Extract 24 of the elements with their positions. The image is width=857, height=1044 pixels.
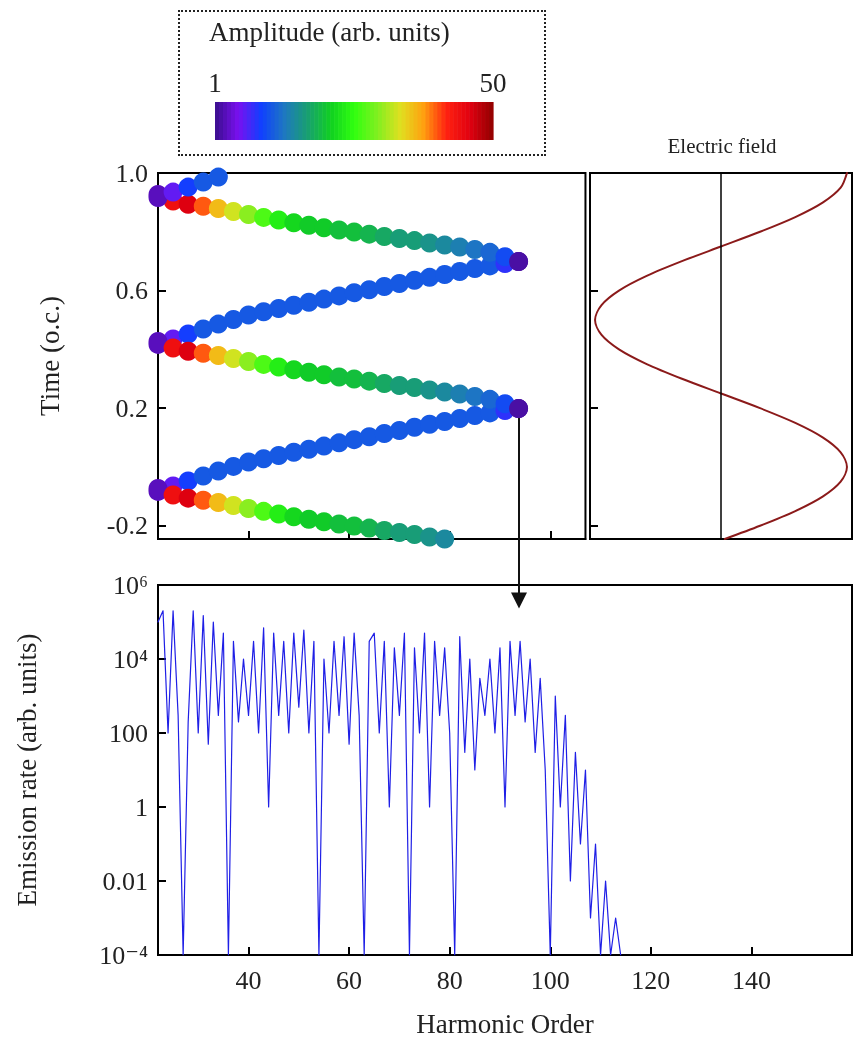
y-tick-label: 10⁴ xyxy=(112,644,148,674)
x-tick-label: 140 xyxy=(731,965,771,995)
y-tick-label: -0.2 xyxy=(106,511,148,541)
x-axis-title: Harmonic Order xyxy=(416,1008,594,1039)
x-tick-label: 40 xyxy=(235,965,262,995)
line-series xyxy=(157,610,622,956)
chart-title: Electric field xyxy=(667,133,777,158)
y-tick-label: 1.0 xyxy=(115,158,148,188)
y-tick-label: 0.01 xyxy=(102,866,148,896)
x-tick-label: 120 xyxy=(631,965,671,995)
color-bar-label: 1 xyxy=(208,67,222,98)
y-tick-label: 10⁻⁴ xyxy=(99,940,148,970)
y-axis-title: Emission rate (arb. units) xyxy=(11,633,42,907)
x-tick-label: 100 xyxy=(530,965,570,995)
y-tick-label: 0.2 xyxy=(115,393,148,423)
x-tick-label: 80 xyxy=(436,965,463,995)
color-bar-title: Amplitude (arb. units) xyxy=(209,16,450,47)
y-tick-label: 10⁶ xyxy=(112,570,148,600)
y-tick-label: 100 xyxy=(109,718,148,748)
x-tick-label: 60 xyxy=(336,965,363,995)
y-tick-label: 1 xyxy=(135,792,148,822)
y-axis-title: Time (o.c.) xyxy=(34,296,65,416)
y-tick-label: 0.6 xyxy=(115,276,148,306)
color-bar-label: 50 xyxy=(479,67,507,98)
